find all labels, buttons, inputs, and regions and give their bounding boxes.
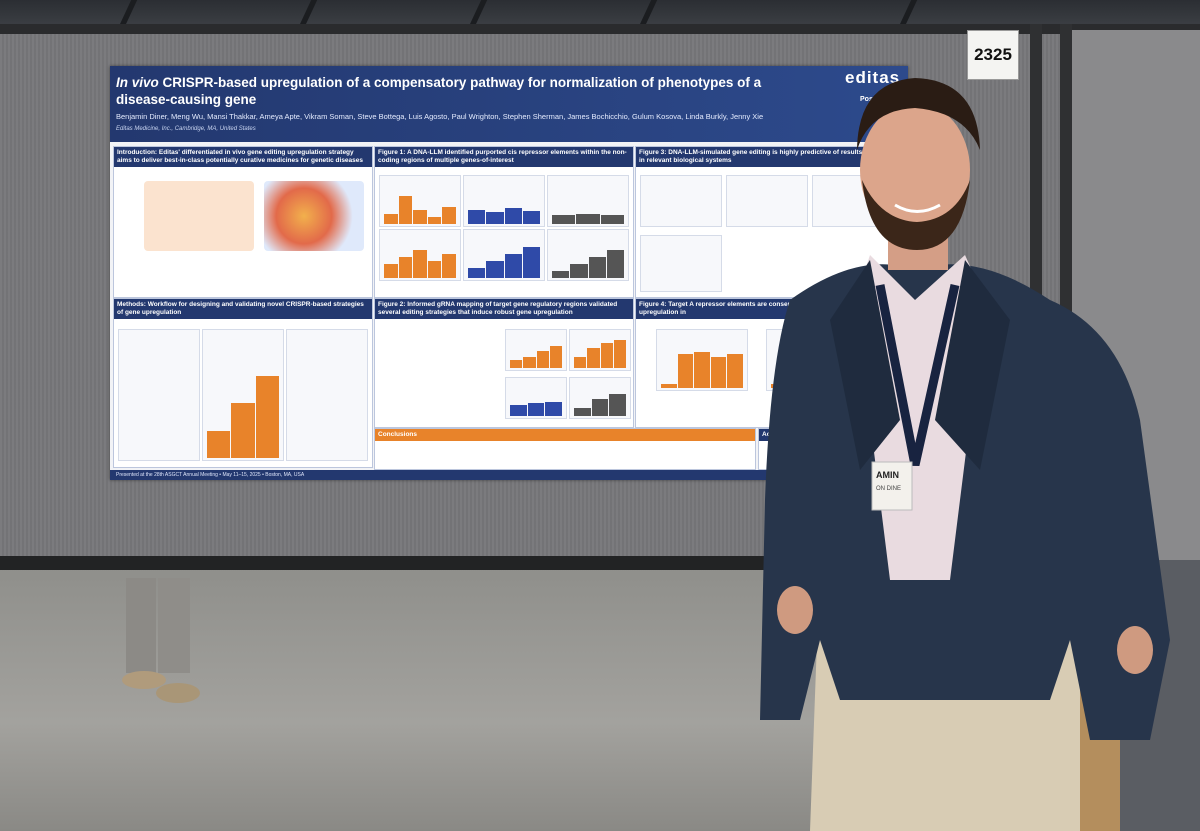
- frame-pole: [1060, 24, 1072, 570]
- intro-diagram-cell: [264, 181, 364, 251]
- board-frame-bottom: [0, 556, 1200, 570]
- poster-footer: Presented at the 28th ASGCT Annual Meeti…: [110, 470, 908, 480]
- right-board: [1070, 30, 1200, 560]
- poster-authors: Benjamin Diner, Meng Wu, Mansi Thakkar, …: [116, 112, 764, 121]
- conclusions-section: Conclusions: [374, 428, 756, 470]
- ack-section: Ack: [758, 428, 907, 470]
- poster-affiliation: Editas Medicine, Inc., Cambridge, MA, Un…: [116, 126, 256, 132]
- figure1-section: Figure 1: A DNA-LLM identified purported…: [374, 146, 634, 298]
- poster-title: In vivo CRISPR-based upregulation of a c…: [116, 75, 762, 107]
- figure3-section: Figure 3: DNA-LLM-simulated gene editing…: [635, 146, 907, 298]
- frame-pole: [1030, 24, 1042, 570]
- methods-section: Methods: Workflow for designing and vali…: [113, 298, 373, 468]
- intro-section: Introduction: Editas' differentiated in …: [113, 146, 373, 298]
- poster-header: In vivo CRISPR-based upregulation of a c…: [110, 66, 908, 142]
- figure4-section: Figure 4: Target A repressor elements ar…: [635, 298, 907, 428]
- board-frame-top: [0, 24, 1200, 34]
- booth-number-sign: 2325: [967, 30, 1019, 80]
- background-chair: [1120, 560, 1200, 831]
- editas-logo: editas: [845, 68, 901, 87]
- background-person-legs: [122, 578, 200, 703]
- scientific-poster: In vivo CRISPR-based upregulation of a c…: [110, 66, 908, 480]
- poster-side-label: Pos: [860, 96, 873, 103]
- figure2-section: Figure 2: Informed gRNA mapping of targe…: [374, 298, 634, 428]
- intro-diagram: [144, 181, 254, 251]
